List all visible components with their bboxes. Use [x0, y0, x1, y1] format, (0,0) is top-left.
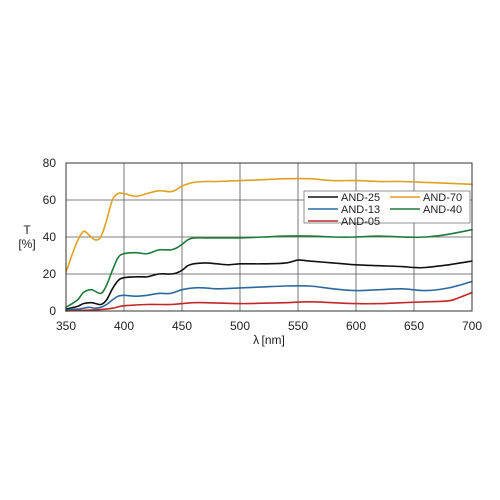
legend-label-and-05: AND-05 [341, 216, 380, 228]
series-line-and-70 [65, 177, 473, 273]
series-line-and-25 [65, 259, 473, 310]
series-line-and-40 [65, 228, 473, 309]
x-axis-title: λ [nm] [253, 333, 285, 347]
legend-label-and-40: AND-40 [423, 204, 462, 216]
x-tick-label: 700 [462, 319, 482, 333]
legend: AND-25 AND-70 AND-13 AND-40 AND-05 [303, 190, 471, 228]
y-tick-label: 0 [49, 304, 56, 318]
plot-frame [65, 162, 473, 312]
x-tick-label: 350 [56, 319, 76, 333]
series-lines [65, 177, 473, 312]
series-line-and-13 [65, 280, 473, 311]
legend-label-and-13: AND-13 [341, 204, 380, 216]
x-tick-label: 650 [404, 319, 424, 333]
y-axis-title-line1: T [23, 223, 31, 237]
legend-label-and-70: AND-70 [423, 192, 462, 204]
x-tick-label: 600 [346, 319, 366, 333]
y-tick-label: 80 [43, 156, 57, 170]
y-tick-label: 60 [43, 193, 57, 207]
tick-labels: 350 400 450 500 550 600 650 700 0 20 40 60 80 [43, 156, 483, 333]
series-line-and-05 [65, 291, 473, 312]
x-tick-label: 550 [288, 319, 308, 333]
x-tick-label: 400 [114, 319, 134, 333]
y-tick-label: 20 [43, 267, 57, 281]
x-tick-label: 500 [230, 319, 250, 333]
y-axis-title-line2: [%] [18, 237, 35, 251]
legend-label-and-25: AND-25 [341, 192, 380, 204]
legend-box [303, 190, 471, 224]
y-tick-label: 40 [43, 230, 57, 244]
x-tick-label: 450 [172, 319, 192, 333]
